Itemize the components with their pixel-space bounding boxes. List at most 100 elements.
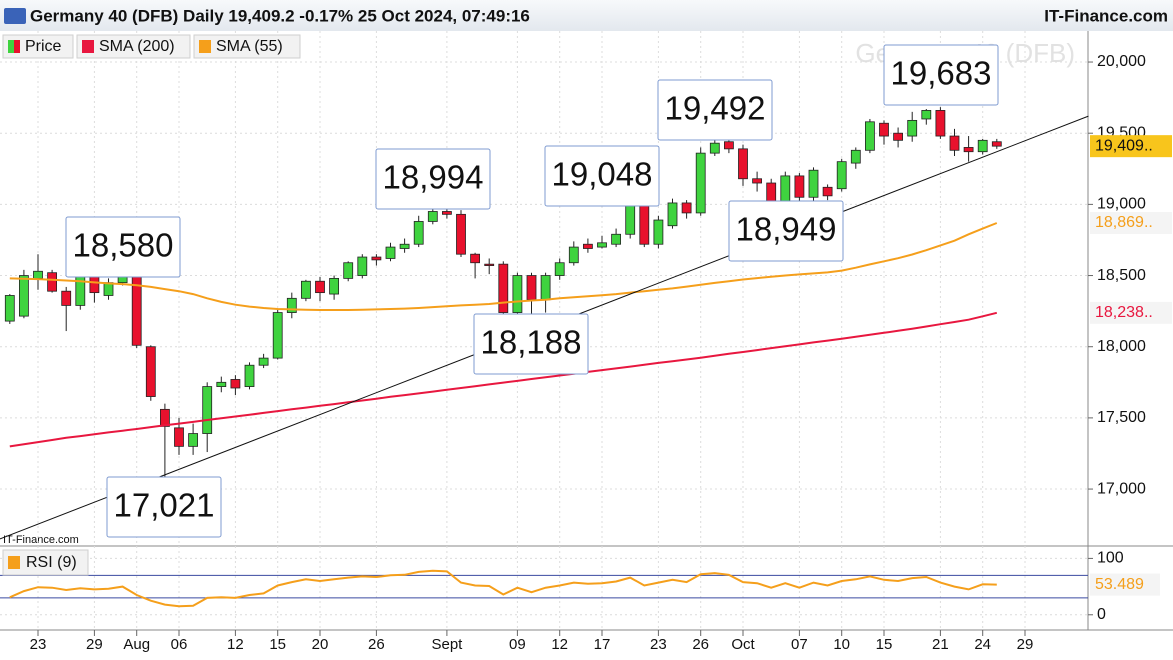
header-bar <box>0 0 1173 31</box>
x-tick-label: 23 <box>30 636 47 653</box>
sma-label: 18,238.. <box>1095 304 1153 321</box>
candle-body <box>907 119 918 137</box>
y-tick-label: 18,500 <box>1097 267 1146 284</box>
candle-body <box>272 312 283 359</box>
annotation-box <box>106 476 222 538</box>
candle-body <box>230 379 241 389</box>
annotation-box <box>375 148 491 210</box>
y-tick-label: 19,000 <box>1097 196 1146 213</box>
y-tick-label: 17,000 <box>1097 480 1146 497</box>
legend-swatch <box>14 40 20 53</box>
annotation-text: 19,492 <box>665 90 766 127</box>
candle-body <box>611 233 621 245</box>
logo-icon <box>4 8 26 24</box>
candle-body <box>808 169 819 198</box>
x-tick-label: 12 <box>227 636 244 653</box>
x-tick-label: Aug <box>123 636 150 653</box>
x-tick-label: 07 <box>791 636 808 653</box>
candle-body <box>625 205 636 235</box>
candle-body <box>131 268 142 346</box>
legend-item <box>2 549 89 576</box>
sma-label: 18,869.. <box>1095 214 1153 231</box>
candle-body <box>399 243 410 249</box>
sma-label-box <box>1090 212 1172 235</box>
candle-body <box>216 381 227 387</box>
x-tick-label: 17 <box>594 636 611 653</box>
x-tick-label: 15 <box>876 636 893 653</box>
sma-label-box <box>1090 301 1172 324</box>
annotation-box <box>473 313 589 375</box>
candle-body <box>667 202 678 227</box>
candle-body <box>75 275 86 306</box>
x-tick-label: 26 <box>692 636 709 653</box>
y-tick-label: 0 <box>1097 606 1106 623</box>
candle-body <box>413 221 424 245</box>
candle-body <box>343 262 354 279</box>
candle-body <box>681 202 692 214</box>
candle-body <box>822 186 833 197</box>
candle-body <box>653 219 664 245</box>
sma-line <box>9 222 998 311</box>
candle-body <box>47 272 57 292</box>
legend-swatch <box>82 40 94 53</box>
x-tick-label: Oct <box>731 636 755 653</box>
candle-body <box>724 141 734 150</box>
candle-body <box>4 295 15 322</box>
candle-body <box>977 139 988 153</box>
price-label: 19,409.. <box>1095 137 1153 154</box>
candle-body <box>921 110 932 120</box>
candle-body <box>456 213 466 255</box>
x-tick-label: 29 <box>86 636 103 653</box>
annotation-text: 18,994 <box>383 159 484 196</box>
annotation-box <box>728 200 844 262</box>
x-tick-label: 21 <box>932 636 949 653</box>
candle-body <box>202 386 213 434</box>
candle-body <box>991 141 1002 147</box>
candle-body <box>61 290 72 306</box>
legend-swatch <box>8 556 20 569</box>
annotation-text: 18,188 <box>481 324 582 361</box>
legend-label: RSI (9) <box>26 554 77 571</box>
candle-body <box>583 243 593 249</box>
candle-body <box>780 175 791 202</box>
candle-body <box>174 427 184 447</box>
y-tick-label: 17,500 <box>1097 409 1146 426</box>
x-tick-label: 26 <box>368 636 385 653</box>
candle-body <box>568 246 579 264</box>
annotation-text: 18,580 <box>73 227 174 264</box>
sma-line <box>9 311 998 448</box>
candle-body <box>258 357 269 366</box>
candle-body <box>159 408 170 427</box>
y-tick-label: 100 <box>1097 550 1124 567</box>
legend-item <box>76 34 191 59</box>
x-tick-label: 29 <box>1017 636 1034 653</box>
candle-body <box>103 282 114 296</box>
x-tick-label: 20 <box>312 636 329 653</box>
candle-body <box>329 277 340 295</box>
legend-item <box>193 34 301 59</box>
legend-label: Price <box>25 38 62 55</box>
candle-body <box>385 246 396 259</box>
candle-body <box>512 275 523 313</box>
candle-body <box>709 142 720 154</box>
candle-body <box>554 262 565 276</box>
y-tick-label: 20,000 <box>1097 53 1146 70</box>
candle-body <box>315 280 325 294</box>
candle-body <box>949 135 960 151</box>
legend-label: SMA (55) <box>216 38 283 55</box>
legend-swatch <box>8 40 14 53</box>
legend-item <box>2 34 74 59</box>
candle-body <box>526 275 537 301</box>
candle-body <box>357 256 368 276</box>
brand: IT-Finance.com <box>1044 6 1168 25</box>
candle-body <box>145 346 156 397</box>
rsi-line <box>9 569 997 608</box>
candle-body <box>695 152 706 214</box>
candle-body <box>371 256 382 261</box>
annotation-text: 19,683 <box>891 55 992 92</box>
annotation-text: 17,021 <box>114 487 215 524</box>
candle-body <box>879 122 889 137</box>
rsi-label-box <box>1090 573 1160 596</box>
x-tick-label: 24 <box>974 636 991 653</box>
